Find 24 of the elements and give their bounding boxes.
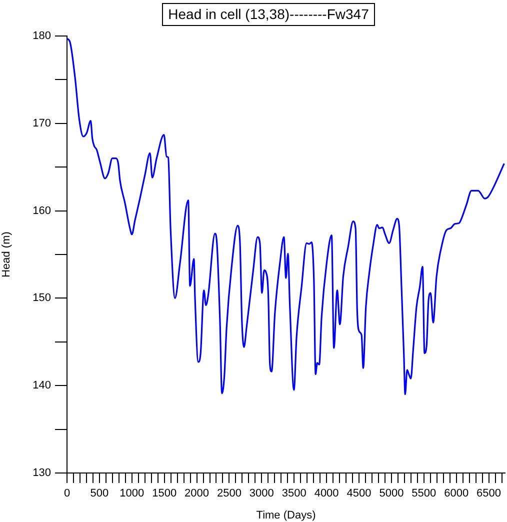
x-tick-label: 5500	[412, 488, 436, 500]
y-tick-label: 150	[32, 292, 51, 304]
x-tick-label: 4000	[314, 488, 339, 500]
x-tick-label: 1000	[120, 488, 144, 500]
y-tick-label: 130	[32, 467, 51, 480]
x-tick-label: 6000	[444, 488, 469, 500]
x-tick-label: 3000	[249, 488, 274, 500]
y-tick-label: 180	[32, 30, 51, 42]
x-tick-label: 2000	[184, 488, 210, 500]
x-tick-label: 5000	[379, 488, 404, 500]
x-tick-label: 1500	[152, 488, 177, 500]
line-series	[67, 38, 505, 396]
x-tick-label: 500	[90, 488, 109, 500]
y-tick-label: 160	[32, 204, 51, 217]
x-tick-label: 6500	[476, 488, 502, 500]
chart-title: Head in cell (13,38)--------Fw347	[162, 3, 375, 26]
y-axis-title: Head (m)	[0, 232, 13, 278]
x-axis-title: Time (Days)	[256, 509, 316, 522]
x-tick-label: 4500	[346, 488, 372, 500]
y-tick-label: 170	[32, 117, 51, 130]
y-tick-label: 140	[32, 380, 51, 392]
x-tick-label: 2500	[216, 488, 242, 500]
x-tick-label: 0	[64, 488, 70, 500]
x-tick-label: 3500	[282, 488, 306, 500]
